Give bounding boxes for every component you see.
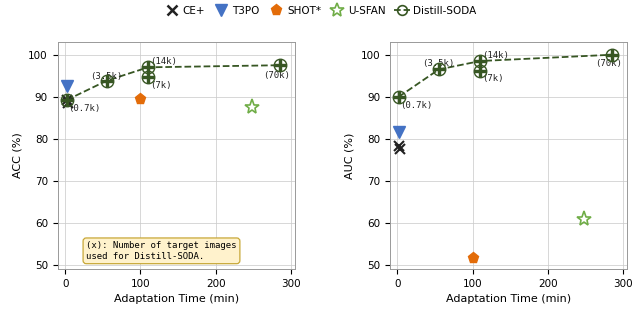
- Text: (0.7k): (0.7k): [68, 104, 100, 112]
- Legend: CE+, T3PO, SHOT*, U-SFAN, Distill-SODA: CE+, T3PO, SHOT*, U-SFAN, Distill-SODA: [160, 2, 480, 20]
- Text: (3.5k): (3.5k): [90, 72, 122, 81]
- Text: (0.7k): (0.7k): [401, 101, 433, 110]
- Text: (7k): (7k): [483, 74, 504, 83]
- Text: (14k): (14k): [483, 51, 509, 60]
- Text: (3.5k): (3.5k): [422, 59, 454, 68]
- Text: (14k): (14k): [150, 57, 177, 66]
- Text: (70k): (70k): [596, 60, 623, 68]
- Text: (7k): (7k): [150, 81, 172, 90]
- X-axis label: Adaptation Time (min): Adaptation Time (min): [114, 294, 239, 304]
- Y-axis label: ACC (%): ACC (%): [13, 133, 22, 179]
- Text: (x): Number of target images
used for Distill-SODA.: (x): Number of target images used for Di…: [86, 241, 237, 260]
- Text: (70k): (70k): [263, 71, 290, 80]
- X-axis label: Adaptation Time (min): Adaptation Time (min): [446, 294, 571, 304]
- Y-axis label: AUC (%): AUC (%): [345, 132, 355, 179]
